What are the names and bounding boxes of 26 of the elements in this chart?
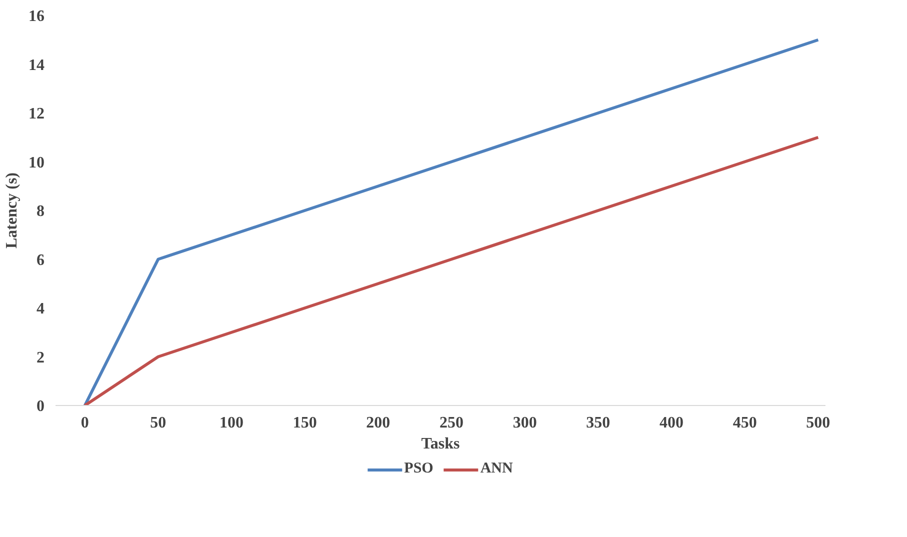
x-tick-label: 350 <box>586 414 610 432</box>
x-tick-label: 250 <box>440 414 464 432</box>
y-tick-label: 16 <box>28 8 44 25</box>
y-tick-label: 14 <box>28 56 44 74</box>
line-series <box>83 136 820 406</box>
line-series <box>83 38 820 406</box>
y-tick-label: 2 <box>36 349 44 366</box>
x-tick-label: 300 <box>512 414 537 432</box>
x-tick-label: 500 <box>806 414 830 432</box>
x-tick-label: 50 <box>150 414 166 432</box>
y-axis-title: Latency (s) <box>4 172 20 248</box>
x-tick-label: 450 <box>732 414 757 432</box>
y-tick-label: 0 <box>36 398 44 415</box>
y-tick-label: 4 <box>36 300 44 318</box>
y-tick-label: 8 <box>36 203 44 220</box>
x-tick-label: 0 <box>80 414 89 432</box>
x-tick-label: 200 <box>366 414 390 432</box>
legend-label: PSO <box>404 460 434 478</box>
x-tick-label: 400 <box>660 414 684 432</box>
x-tick-label: 100 <box>220 414 244 432</box>
x-axis-title: Tasks <box>421 436 460 452</box>
y-tick-label: 10 <box>28 154 44 172</box>
y-tick-label: 6 <box>36 252 44 269</box>
x-tick-label: 150 <box>292 414 317 432</box>
legend-label: ANN <box>480 460 513 478</box>
y-tick-label: 12 <box>28 106 44 122</box>
